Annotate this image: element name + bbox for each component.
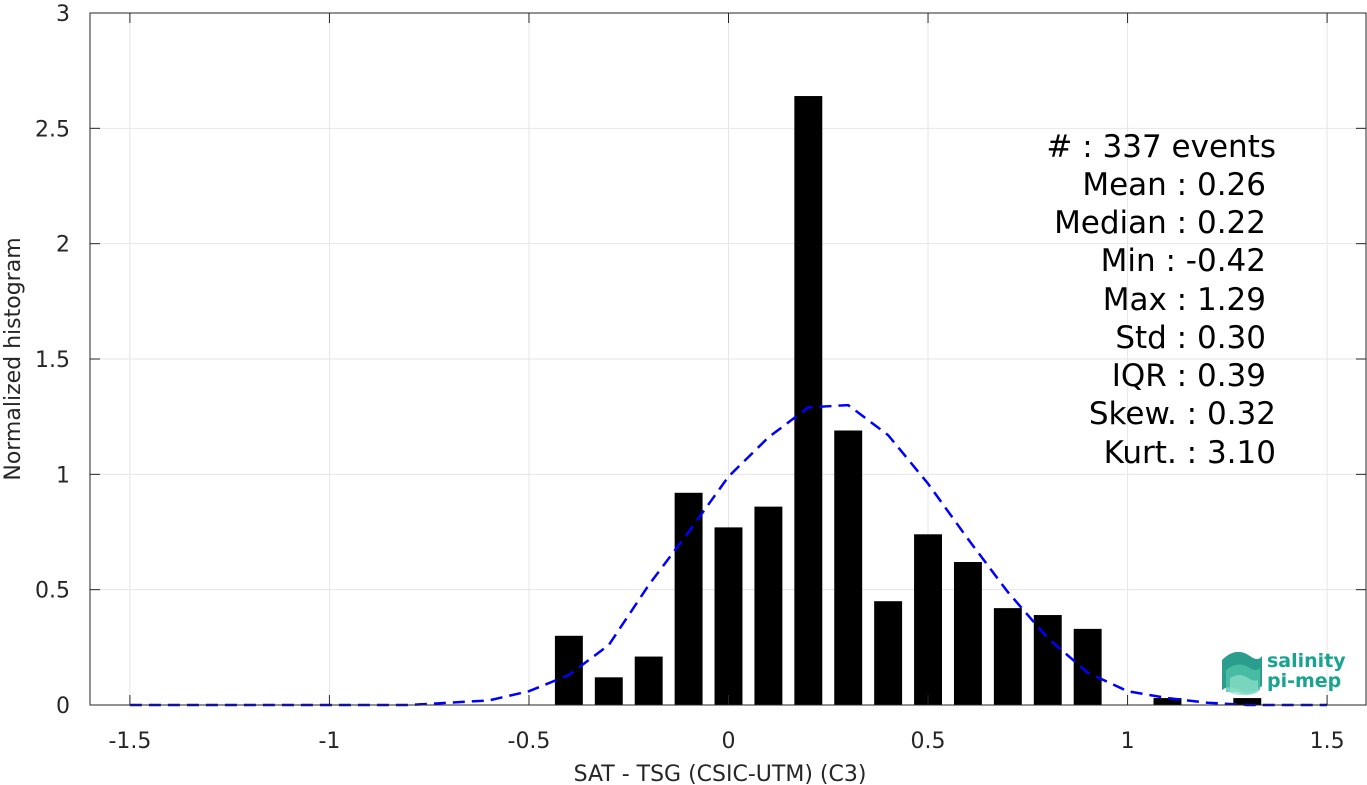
y-tick-label: 0 <box>56 694 70 719</box>
y-tick-label: 0.5 <box>35 579 70 604</box>
x-tick-label: 0.5 <box>911 729 946 754</box>
histogram-bar <box>1033 615 1062 705</box>
histogram-bar <box>1233 698 1262 705</box>
stat-skew: Skew. : 0.32 <box>1089 396 1276 432</box>
histogram-bars <box>554 96 1262 706</box>
histogram-bar <box>834 430 863 705</box>
histogram-bar <box>1153 698 1182 705</box>
histogram-bar <box>914 534 942 705</box>
x-tick-label: 0 <box>722 729 736 754</box>
x-tick-label: 1.5 <box>1310 729 1345 754</box>
x-tick-label: -1 <box>318 729 340 754</box>
y-tick-label: 2 <box>56 233 70 258</box>
x-tick-label: 1 <box>1121 729 1135 754</box>
salinity-pimep-logo: salinity pi-mep <box>1222 650 1346 696</box>
y-tick-label: 3 <box>56 2 70 27</box>
histogram-bar <box>1073 628 1102 705</box>
stat-mean: Mean : 0.26 <box>1082 167 1266 203</box>
stat-count: # : 337 events <box>1046 129 1276 165</box>
histogram-bar <box>953 561 982 705</box>
histogram-bar <box>993 608 1022 705</box>
stat-std: Std : 0.30 <box>1115 320 1266 356</box>
histogram-bar <box>674 492 703 705</box>
stats-box: # : 337 events Mean : 0.26 Median : 0.22… <box>1046 129 1276 471</box>
axes-frame <box>89 12 1367 706</box>
y-tick-label: 1 <box>56 463 70 488</box>
x-tick-labels: -1.5 -1 -0.5 0 0.5 1 1.5 <box>108 729 1344 754</box>
wave-icon <box>1222 651 1262 696</box>
stat-kurt: Kurt. : 3.10 <box>1104 435 1276 471</box>
y-axis-title: Normalized histogram <box>1 237 26 480</box>
x-axis-title: SAT - TSG (CSIC-UTM) (C3) <box>574 762 867 785</box>
x-tick-label: -1.5 <box>108 729 151 754</box>
stat-min: Min : -0.42 <box>1101 243 1266 279</box>
stat-iqr: IQR : 0.39 <box>1112 358 1266 394</box>
y-tick-labels: 0 0.5 1 1.5 2 2.5 3 <box>35 2 70 719</box>
y-tick-label: 1.5 <box>35 348 70 373</box>
histogram-bar <box>794 96 823 706</box>
histogram-bar <box>754 506 783 705</box>
histogram-bar <box>594 677 623 705</box>
histogram-bar <box>714 527 743 705</box>
stat-max: Max : 1.29 <box>1103 282 1266 318</box>
x-tick-label: -0.5 <box>508 729 551 754</box>
logo-line1: salinity <box>1267 650 1346 672</box>
stat-median: Median : 0.22 <box>1054 205 1266 241</box>
histogram-bar <box>634 656 663 705</box>
histogram-bar <box>554 635 583 705</box>
logo-line2: pi-mep <box>1267 670 1341 692</box>
y-tick-label: 2.5 <box>35 117 70 142</box>
histogram-bar <box>874 601 903 705</box>
